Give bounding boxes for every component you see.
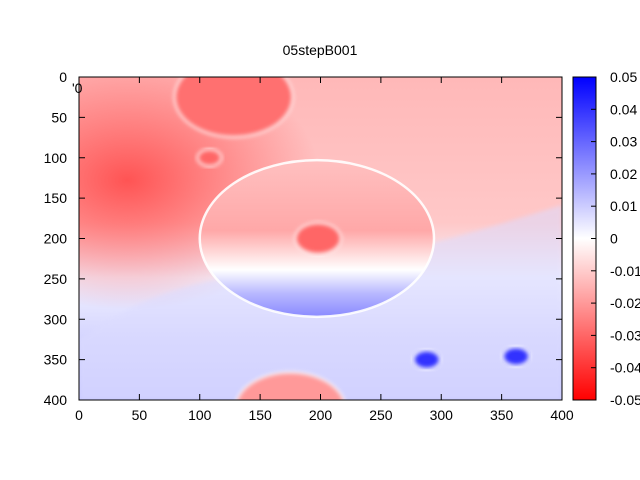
colorbar-tick-label: 0.04 [610, 101, 637, 117]
y-tick-label: 50 [51, 109, 67, 125]
field-circle-3 [198, 150, 221, 166]
colorbar-tick-label: 0.03 [610, 134, 637, 150]
colorbar-tick-label: -0.05 [610, 392, 640, 408]
x-tick-label: 0 [75, 407, 83, 423]
colorbar-tick-label: -0.01 [610, 263, 640, 279]
x-tick-label: 250 [369, 407, 393, 423]
colorbar-tick-label: -0.03 [610, 327, 640, 343]
y-tick-label: 250 [44, 271, 68, 287]
plot-area [79, 77, 562, 400]
field-circle-4 [296, 223, 340, 254]
colorbar-axis: 0.05 0.04 0.03 0.02 0.01 0 -0.01 -0.02 -0.03 -0.0… [591, 69, 640, 408]
y-tick-label: 100 [44, 150, 68, 166]
colorbar-tick-label: 0.02 [610, 166, 637, 182]
field-circle-large-rim [198, 158, 436, 319]
x-tick-label: 100 [188, 407, 212, 423]
colorbar-tick-label: -0.02 [610, 295, 640, 311]
field-circle-6 [504, 348, 529, 365]
x-tick-label: 200 [309, 407, 333, 423]
x-tick-label: 400 [550, 407, 574, 423]
field-circle-7 [237, 373, 343, 400]
colorbar-tick-label: 0.01 [610, 198, 637, 214]
x-axis: 0 50 100 150 200 250 300 350 400 [75, 77, 574, 423]
y-tick-label: 0 [59, 69, 67, 85]
y-tick-label: 400 [44, 392, 68, 408]
colorbar-tick-label: 0 [610, 231, 618, 247]
field-features [173, 77, 531, 400]
x-tick-label: 300 [430, 407, 454, 423]
y-tick-label: 150 [44, 190, 68, 206]
chart-title: 05stepB001 [283, 42, 358, 58]
colorbar-tick-label: 0.05 [610, 69, 637, 85]
y-axis: 0 50 100 150 200 250 300 350 400 [44, 69, 562, 408]
field-circle-2 [175, 77, 292, 136]
field-circle-5 [414, 351, 439, 368]
y-tick-label: 200 [44, 231, 68, 247]
legend-fragment: '0 [72, 80, 83, 96]
y-tick-label: 350 [44, 352, 68, 368]
x-tick-label: 50 [132, 407, 148, 423]
colorbar-tick-label: -0.04 [610, 360, 640, 376]
x-tick-label: 150 [248, 407, 272, 423]
x-tick-label: 350 [490, 407, 514, 423]
y-tick-label: 300 [44, 311, 68, 327]
